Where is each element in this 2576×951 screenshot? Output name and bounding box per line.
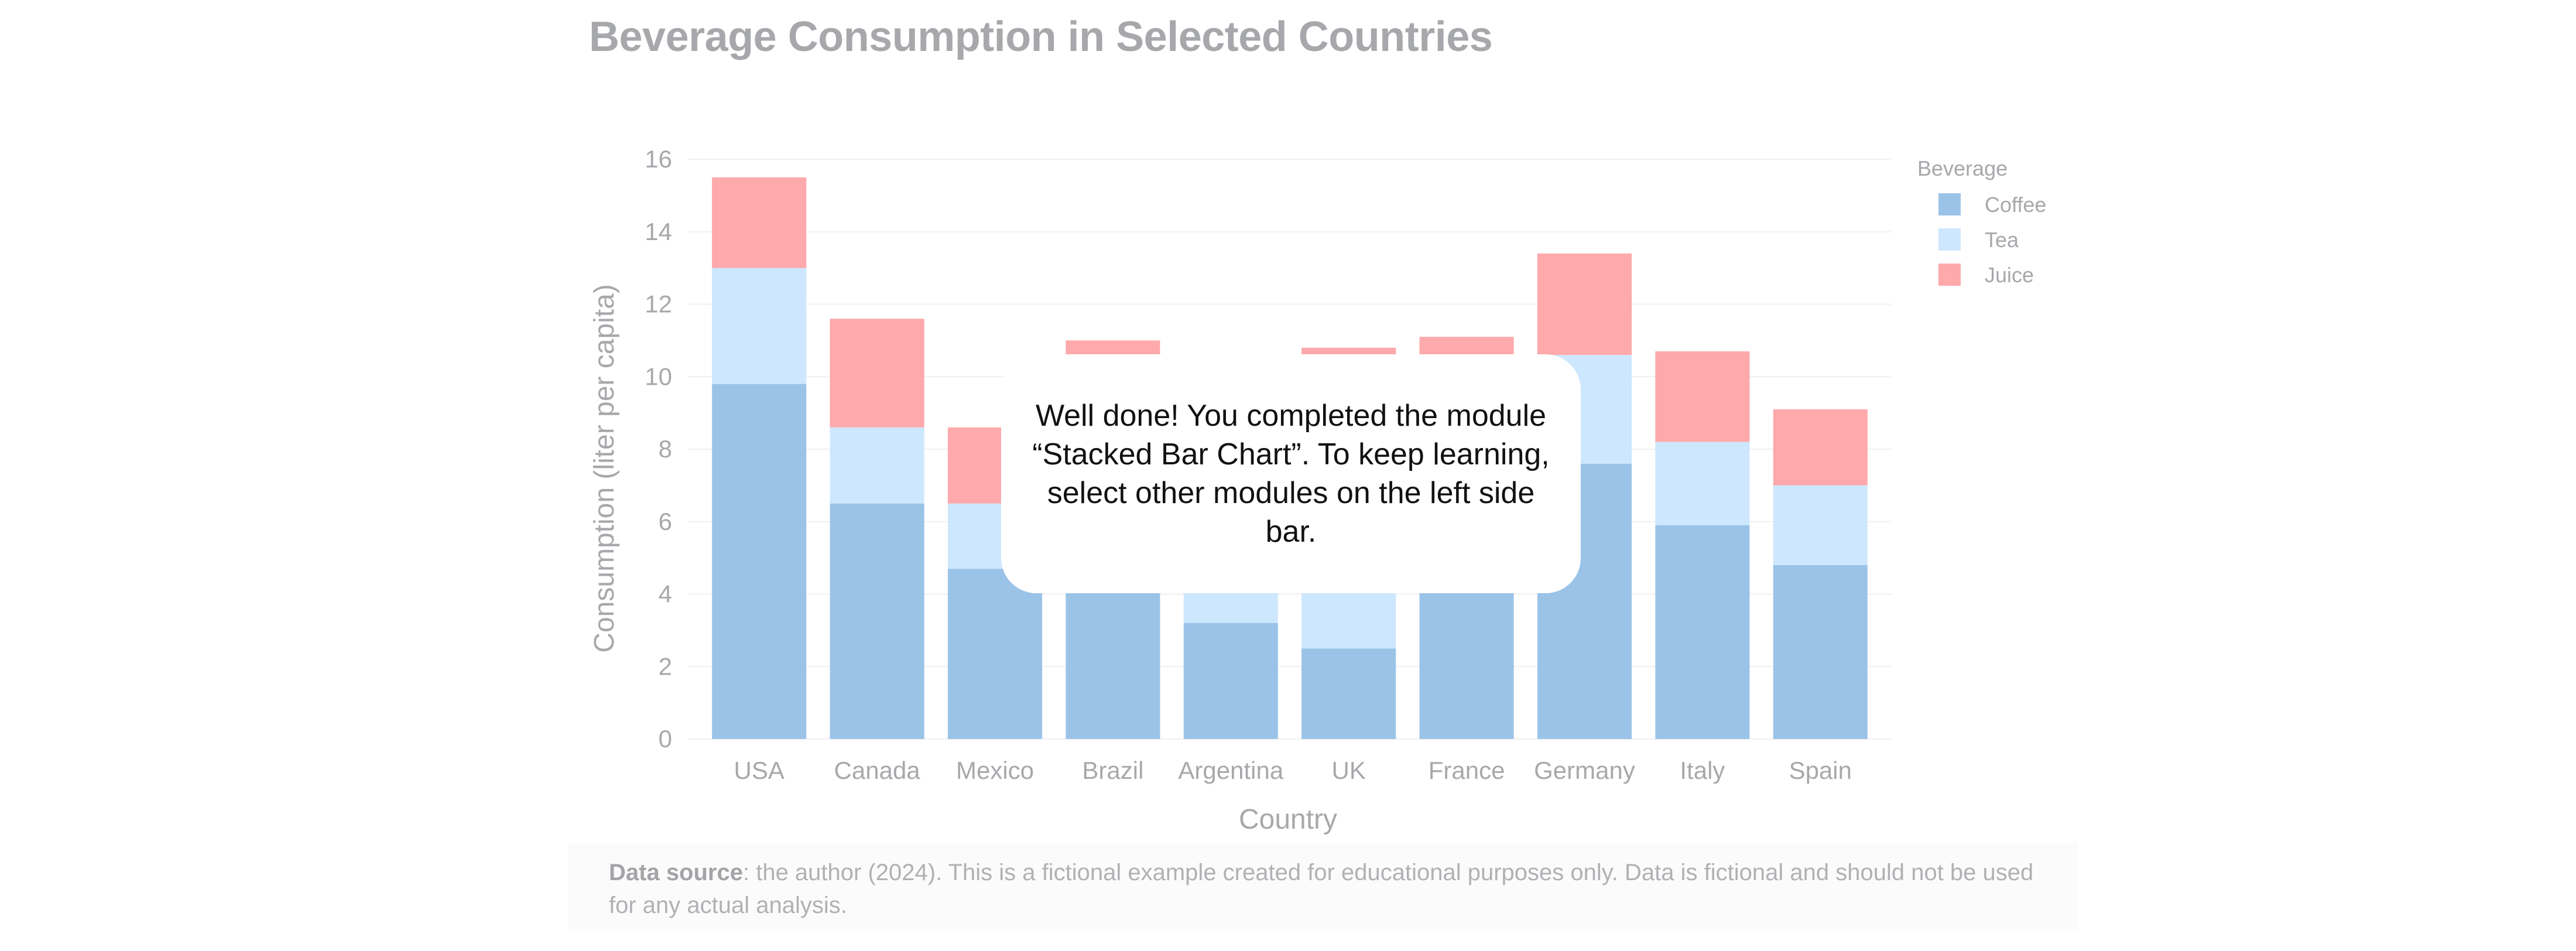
bar-tea-usa (712, 268, 807, 384)
chart-title: Beverage Consumption in Selected Countri… (589, 13, 1493, 60)
legend: Beverage Coffee Tea Juice (1917, 156, 2046, 287)
legend-swatch-tea (1938, 228, 1961, 251)
x-tick-label: Canada (834, 757, 921, 784)
y-tick-label: 8 (659, 435, 672, 463)
bar-coffee-argentina (1183, 623, 1278, 739)
data-source-label: Data source (609, 860, 743, 885)
y-tick-label: 12 (645, 290, 672, 318)
bar-tea-canada (830, 427, 924, 504)
bar-coffee-spain (1773, 565, 1868, 739)
bar-coffee-mexico (947, 569, 1043, 739)
y-axis-ticks: 0 2 4 6 8 10 12 14 16 (645, 145, 672, 752)
bar-juice-germany (1537, 253, 1632, 355)
bar-juice-france (1419, 337, 1514, 355)
bar-coffee-uk (1301, 648, 1396, 739)
y-tick-label: 2 (659, 652, 672, 680)
x-tick-label: Italy (1680, 757, 1725, 784)
bar-juice-canada (830, 319, 924, 427)
bar-tea-spain (1773, 485, 1868, 565)
completion-message-card: Well done! You completed the module “Sta… (1001, 354, 1581, 593)
bar-coffee-canada (830, 503, 924, 739)
x-tick-label: Brazil (1082, 757, 1143, 784)
legend-label-tea: Tea (1985, 228, 2019, 252)
bar-coffee-usa (712, 384, 807, 739)
legend-label-coffee: Coffee (1985, 193, 2046, 217)
y-tick-label: 16 (645, 145, 672, 173)
x-axis-label: Country (1239, 804, 1337, 835)
legend-items: Coffee Tea Juice (1938, 193, 2046, 287)
x-tick-label: France (1429, 757, 1505, 784)
y-tick-label: 0 (659, 725, 672, 752)
legend-label-juice: Juice (1985, 263, 2034, 287)
legend-swatch-coffee (1938, 193, 1961, 215)
bar-juice-spain (1773, 409, 1868, 485)
x-tick-label: Mexico (956, 757, 1034, 784)
y-tick-label: 6 (659, 508, 672, 535)
x-axis-ticks: USA Canada Mexico Brazil Argentina UK France Ge… (734, 757, 1852, 784)
x-tick-label: UK (1332, 757, 1366, 784)
data-source-note: Data source: the author (2024). This is … (568, 843, 2078, 931)
y-tick-label: 4 (659, 580, 672, 608)
y-tick-label: 10 (645, 362, 672, 390)
legend-title: Beverage (1917, 156, 2008, 180)
bar-tea-italy (1655, 442, 1750, 525)
bar-juice-italy (1655, 351, 1750, 442)
y-axis-label: Consumption (liter per capita) (589, 284, 620, 653)
legend-swatch-juice (1938, 264, 1961, 286)
bar-juice-usa (712, 177, 807, 268)
x-tick-label: USA (734, 757, 785, 784)
x-tick-label: Spain (1789, 757, 1852, 784)
completion-message: Well done! You completed the module “Sta… (1032, 399, 1550, 549)
x-tick-label: Germany (1534, 757, 1635, 784)
data-source-text: : the author (2024). This is a fictional… (609, 860, 2034, 918)
y-tick-label: 14 (645, 218, 672, 245)
bar-coffee-italy (1655, 525, 1750, 739)
x-tick-label: Argentina (1178, 757, 1283, 784)
